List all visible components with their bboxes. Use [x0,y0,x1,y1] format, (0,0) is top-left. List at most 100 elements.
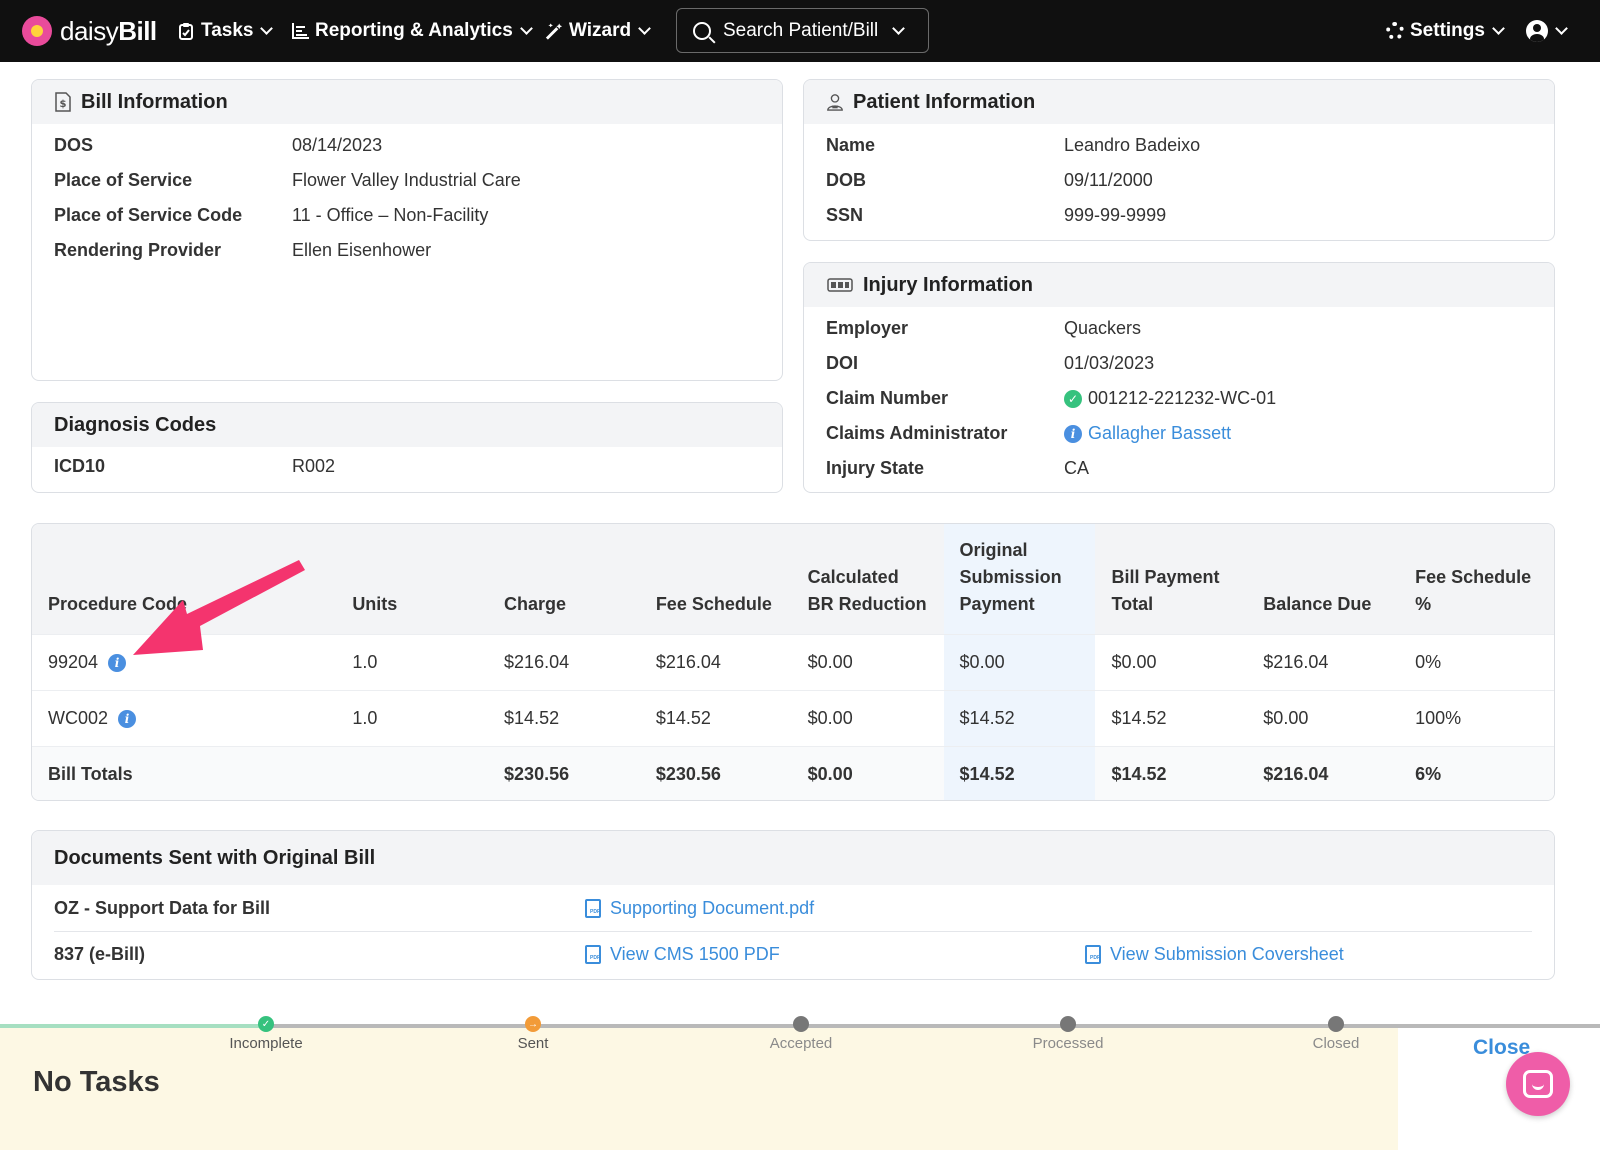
chevron-down-icon [1555,22,1568,35]
fee-schedule-pct-cell: 0% [1399,633,1554,690]
charge-cell: $216.04 [488,633,640,690]
header-units: Units [336,524,489,634]
status-step-accepted: Accepted [701,1016,901,1052]
patient-info-row: Name Leandro Badeixo [826,135,1201,155]
original-submission-payment-cell: $14.52 [943,689,1096,746]
claims-administrator-link[interactable]: Gallagher Bassett [1088,423,1232,443]
documents-title: Documents Sent with Original Bill [54,846,376,869]
clipboard-icon [177,22,195,40]
total-br-reduction: $0.00 [791,745,944,800]
no-tasks-message: No Tasks [33,1066,160,1098]
bill-payment-total-cell: $14.52 [1095,689,1248,746]
brand-suffix: Bill [118,15,157,46]
procedure-code: WC002 [48,707,109,728]
progress-track-complete [0,1024,266,1028]
pdf-file-icon [1085,945,1101,964]
units-cell: 1.0 [336,633,489,690]
injury-row-state: Injury State CA [826,458,1090,478]
total-charge: $230.56 [488,745,640,800]
table-row: WC002 i 1.0 $14.52 $14.52 $0.00 $14.52 $1… [32,689,1554,746]
status-step-incomplete: ✓ Incomplete [166,1016,366,1052]
id-card-icon [826,275,854,295]
fee-schedule-cell: $216.04 [639,633,792,690]
table-header-row: Procedure Code Units Charge Fee Schedule… [32,524,1554,634]
bill-payment-total-cell: $0.00 [1095,633,1248,690]
total-balance-due: $216.04 [1247,745,1400,800]
gear-icon [1386,22,1404,40]
status-dot-icon [1060,1016,1076,1032]
injury-information-card: Injury Information Employer Quackers DOI 0… [803,262,1555,493]
patient-information-title: Patient Information [853,90,1036,113]
nav-tasks[interactable]: Tasks [177,0,274,62]
pdf-file-icon [585,945,601,964]
info-icon[interactable]: i [1064,424,1082,443]
totals-label: Bill Totals [32,745,337,800]
charge-cell: $14.52 [488,689,640,746]
procedures-table-card: Procedure Code Units Charge Fee Schedule… [31,523,1555,801]
chevron-down-icon [1492,22,1505,35]
status-step-sent: → Sent [433,1016,633,1052]
br-reduction-cell: $0.00 [791,633,944,690]
nav-wizard-label: Wizard [569,20,632,41]
brand-logo[interactable]: daisyBill [22,0,157,62]
bill-info-row: DOS 08/14/2023 [54,135,383,155]
balance-due-cell: $216.04 [1247,633,1400,690]
brand-prefix: daisy [60,15,119,46]
check-icon: ✓ [258,1016,274,1032]
fee-schedule-pct-cell: 100% [1399,689,1554,746]
supporting-document-link[interactable]: Supporting Document.pdf [585,898,814,919]
header-procedure-code: Procedure Code [32,524,337,634]
chat-launcher-button[interactable] [1506,1052,1570,1116]
diagnosis-codes-title: Diagnosis Codes [54,413,217,436]
bill-totals-row: Bill Totals $230.56 $230.56 $0.00 $14.52… [32,745,1554,800]
info-icon[interactable]: i [118,709,137,728]
chevron-down-icon [260,22,274,35]
nav-reporting[interactable]: Reporting & Analytics [291,0,533,62]
claim-number: 001212-221232-WC-01 [1088,388,1277,408]
original-submission-payment-cell: $0.00 [943,633,1096,690]
info-icon[interactable]: i [108,653,127,672]
user-avatar-icon [1526,20,1548,42]
dollar-document-icon: $ [54,92,72,112]
header-bill-payment-total: Bill Payment Total [1095,524,1248,634]
nav-settings[interactable]: Settings [1386,0,1505,62]
units-cell: 1.0 [336,689,489,746]
header-charge: Charge [488,524,640,634]
bill-info-row: Rendering Provider Ellen Eisenhower [54,240,432,260]
user-menu[interactable] [1526,0,1568,62]
search-icon [693,21,711,40]
status-dot-icon [1328,1016,1344,1032]
daisy-logo-icon [22,16,52,46]
injury-row-admin: Claims Administrator i Gallagher Bassett [826,423,1232,443]
top-nav: daisyBill Tasks Reporting & Analytics Wi… [0,0,1600,62]
document-type-label: 837 (e-Bill) [54,944,146,964]
document-row: 837 (e-Bill) View CMS 1500 PDF View Subm… [54,931,1532,977]
balance-due-cell: $0.00 [1247,689,1400,746]
nav-wizard[interactable]: Wizard [545,0,651,62]
search-patient-bill[interactable]: Search Patient/Bill [676,8,929,53]
nav-settings-label: Settings [1410,20,1485,41]
nav-reporting-label: Reporting & Analytics [315,20,513,41]
procedures-table: Procedure Code Units Charge Fee Schedule… [32,524,1554,800]
close-button[interactable]: Close [1473,1036,1531,1059]
pdf-file-icon [585,898,601,918]
total-original-submission-payment: $14.52 [943,745,1096,800]
header-original-submission-payment: Original Submission Payment [943,524,1096,634]
status-dot-icon [793,1016,809,1032]
chat-icon [1523,1070,1553,1098]
progress-track-remaining [266,1024,1600,1028]
injury-row-doi: DOI 01/03/2023 [826,353,1155,373]
table-row: 99204 i 1.0 $216.04 $216.04 $0.00 $0.00 $… [32,633,1554,690]
view-cms-1500-link[interactable]: View CMS 1500 PDF [585,944,780,965]
view-submission-coversheet-link[interactable]: View Submission Coversheet [1085,944,1344,965]
arrow-right-icon: → [525,1016,541,1032]
search-label: Search Patient/Bill [723,19,879,41]
chart-bars-icon [291,22,309,40]
bill-info-row: Place of Service Flower Valley Industrial… [54,170,521,190]
document-type-label: OZ - Support Data for Bill [54,897,270,918]
br-reduction-cell: $0.00 [791,689,944,746]
total-bill-payment: $14.52 [1095,745,1248,800]
patient-icon [826,92,844,112]
diagnosis-row: ICD10 R002 [54,456,336,476]
chevron-down-icon [519,22,533,35]
